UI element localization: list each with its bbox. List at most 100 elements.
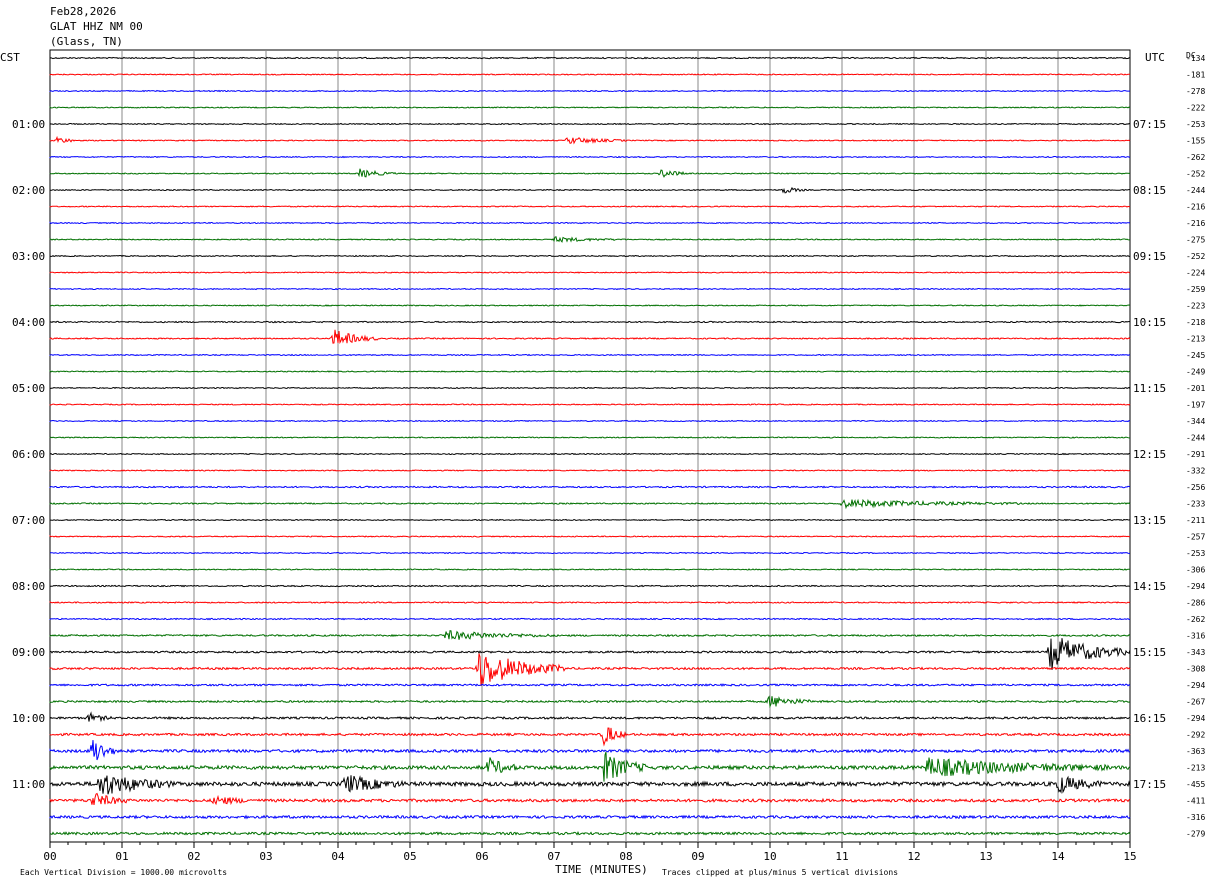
x-tick-label: 09 (691, 850, 704, 863)
trace-line (49, 271, 1131, 274)
x-tick-label: 15 (1123, 850, 1136, 863)
utc-hour-label: 08:15 (1133, 184, 1166, 197)
dc-offset-label: -213 (1186, 335, 1205, 344)
dc-offset-label: -411 (1186, 797, 1205, 806)
dc-offset-label: -181 (1186, 71, 1205, 80)
dc-offset-label: -294 (1186, 681, 1205, 690)
trace-line (49, 727, 1131, 747)
trace-line (49, 775, 1131, 795)
trace-line (49, 287, 1131, 291)
trace-line (49, 236, 1131, 243)
x-axis-title: TIME (MINUTES) (555, 863, 648, 876)
dc-offset-label: -197 (1186, 401, 1205, 410)
dc-offset-label: -306 (1186, 566, 1205, 575)
trace-line (49, 254, 1131, 258)
trace-line (49, 106, 1131, 109)
dc-offset-label: -223 (1186, 302, 1205, 311)
dc-offset-label: -253 (1186, 549, 1205, 558)
trace-line (49, 221, 1131, 225)
cst-hour-label: 03:00 (12, 250, 45, 263)
dc-offset-label: -253 (1186, 120, 1205, 129)
trace-line (49, 469, 1131, 472)
cst-hour-label: 06:00 (12, 448, 45, 461)
trace-line (49, 814, 1131, 820)
clip-note: Traces clipped at plus/minus 5 vertical … (662, 868, 899, 877)
dc-offset-label: -249 (1186, 368, 1205, 377)
dc-offset-label: -291 (1186, 450, 1205, 459)
cst-hour-label: 11:00 (12, 778, 45, 791)
dc-offset-label: -279 (1186, 830, 1205, 839)
trace-line (49, 653, 1131, 686)
dc-offset-label: -218 (1186, 318, 1205, 327)
trace-line (49, 73, 1131, 76)
trace-line (49, 155, 1131, 159)
x-tick-label: 10 (763, 850, 776, 863)
trace-line (49, 386, 1131, 390)
trace-line (49, 436, 1131, 439)
cst-hour-label: 02:00 (12, 184, 45, 197)
cst-hour-label: 04:00 (12, 316, 45, 329)
station-label: GLAT HHZ NM 00 (50, 20, 143, 33)
trace-line (49, 135, 1131, 145)
cst-hour-label: 09:00 (12, 646, 45, 659)
dc-offset-label: -363 (1186, 747, 1205, 756)
utc-hour-label: 10:15 (1133, 316, 1166, 329)
utc-hour-label: 13:15 (1133, 514, 1166, 527)
dc-offset-label: -259 (1186, 285, 1205, 294)
dc-offset-label: -294 (1186, 714, 1205, 723)
dc-offset-label: -316 (1186, 813, 1205, 822)
dc-offset-label: -252 (1186, 170, 1205, 179)
utc-axis-label: UTC (1145, 51, 1165, 64)
utc-hour-label: 17:15 (1133, 778, 1166, 791)
dc-offset-label: -134 (1186, 54, 1205, 63)
dc-offset-label: -201 (1186, 384, 1205, 393)
trace-line (49, 518, 1131, 522)
trace-line (49, 831, 1131, 836)
trace-line (49, 584, 1131, 588)
dc-offset-label: -262 (1186, 615, 1205, 624)
x-tick-label: 03 (259, 850, 272, 863)
trace-line (49, 740, 1131, 761)
dc-label: DC (1186, 51, 1196, 60)
trace-line (49, 452, 1131, 456)
trace-line (49, 792, 1131, 806)
x-tick-label: 07 (547, 850, 560, 863)
dc-offset-label: -344 (1186, 417, 1205, 426)
cst-hour-label: 10:00 (12, 712, 45, 725)
trace-line (49, 122, 1131, 126)
cst-hour-label: 07:00 (12, 514, 45, 527)
dc-offset-label: -256 (1186, 483, 1205, 492)
trace-line (49, 304, 1131, 307)
dc-offset-label: -245 (1186, 351, 1205, 360)
cst-axis-label: CST (0, 51, 20, 64)
location-label: (Glass, TN) (50, 35, 123, 48)
trace-line (49, 711, 1131, 723)
trace-line (49, 186, 1130, 194)
x-tick-label: 05 (403, 850, 416, 863)
cst-hour-label: 08:00 (12, 580, 45, 593)
dc-offset-label: -286 (1186, 599, 1205, 608)
dc-offset-label: -294 (1186, 582, 1205, 591)
date-label: Feb28,2026 (50, 5, 117, 18)
dc-offset-label: -308 (1186, 665, 1205, 674)
dc-offset-label: -216 (1186, 203, 1205, 212)
trace-line (49, 601, 1131, 604)
dc-offset-label: -233 (1186, 500, 1205, 509)
dc-offset-label: -213 (1186, 764, 1205, 773)
utc-hour-label: 12:15 (1133, 448, 1166, 461)
x-tick-label: 00 (43, 850, 56, 863)
trace-line (49, 485, 1131, 489)
x-tick-label: 04 (331, 850, 345, 863)
dc-offset-label: -216 (1186, 219, 1205, 228)
scale-note: Each Vertical Division = 1000.00 microvo… (20, 868, 228, 877)
utc-hour-label: 15:15 (1133, 646, 1166, 659)
trace-line (49, 551, 1130, 555)
trace-line (49, 638, 1131, 671)
trace-line (49, 168, 1131, 178)
trace-line (49, 353, 1131, 357)
trace-line (49, 370, 1131, 373)
dc-offset-label: -257 (1186, 533, 1205, 542)
dc-offset-label: -332 (1186, 467, 1205, 476)
trace-line (49, 205, 1131, 208)
